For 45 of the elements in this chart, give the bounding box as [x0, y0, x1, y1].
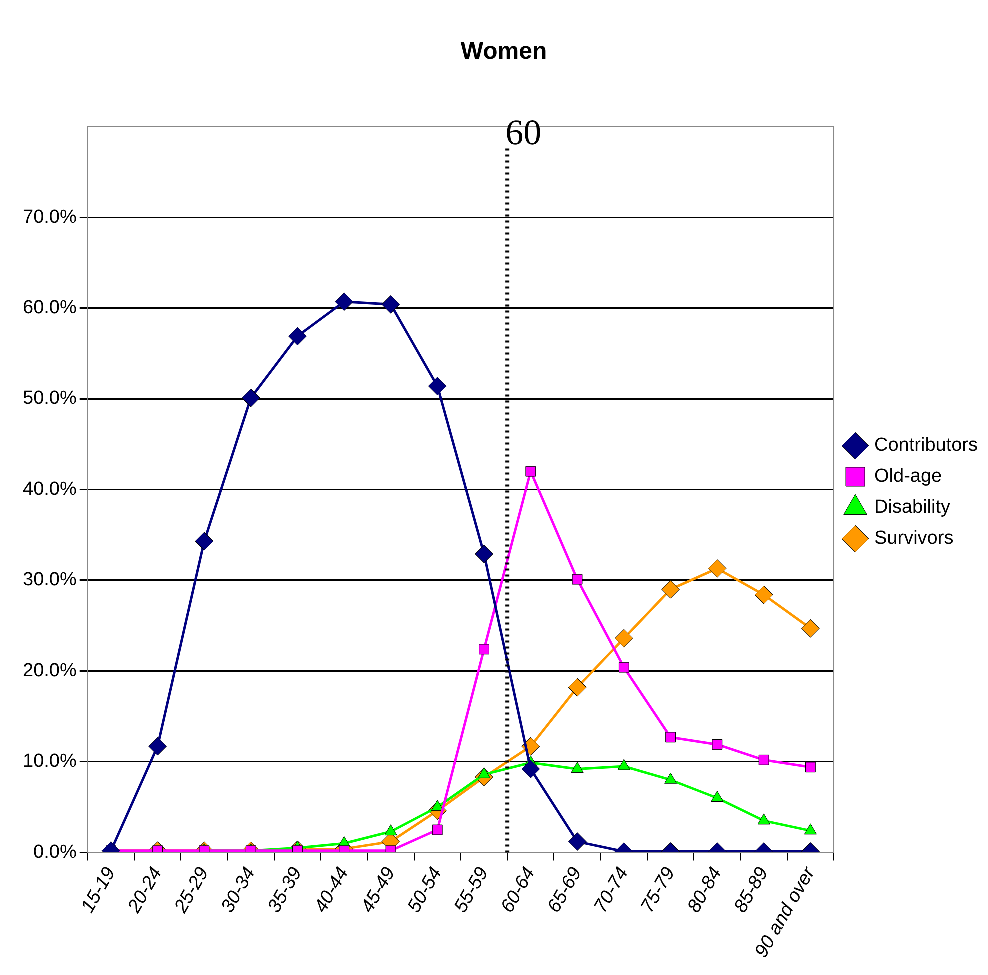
point — [568, 678, 587, 697]
y-tick-label: 20.0% — [23, 660, 77, 682]
point — [288, 327, 307, 346]
legend-label: Contributors — [874, 435, 978, 456]
point — [664, 772, 678, 784]
point — [475, 544, 494, 564]
point — [614, 629, 634, 648]
y-tick-label: 70.0% — [23, 206, 77, 228]
point — [805, 762, 816, 773]
y-tick-label: 60.0% — [23, 298, 77, 319]
point — [479, 644, 490, 655]
point — [572, 574, 583, 585]
point — [801, 619, 820, 638]
point — [428, 377, 447, 396]
y-tick-label: 10.0% — [23, 751, 77, 772]
point — [382, 295, 400, 314]
ref-line-label: 60 — [506, 112, 542, 152]
legend-label: Old-age — [874, 466, 942, 488]
point — [758, 754, 770, 766]
point — [195, 532, 214, 551]
point — [754, 586, 774, 604]
point — [712, 740, 723, 750]
legend-label: Survivors — [874, 528, 954, 550]
point — [571, 762, 584, 773]
point — [335, 292, 354, 312]
y-tick-label: 40.0% — [23, 478, 77, 500]
legend-label: Disability — [874, 497, 952, 518]
point — [526, 466, 536, 477]
point — [758, 814, 770, 825]
point — [432, 824, 443, 836]
point — [242, 388, 260, 408]
point — [148, 737, 168, 756]
chart-title: Women — [460, 38, 548, 66]
y-tick-label: 30.0% — [23, 570, 77, 591]
y-tick-label: 50.0% — [23, 388, 77, 410]
point — [708, 559, 727, 578]
point — [618, 662, 630, 673]
point — [666, 732, 676, 743]
point — [522, 760, 540, 778]
point — [618, 759, 630, 770]
y-tick-label: 0.0% — [34, 842, 77, 863]
point — [711, 791, 724, 802]
point — [662, 580, 680, 599]
point — [804, 824, 818, 835]
point — [384, 824, 398, 836]
